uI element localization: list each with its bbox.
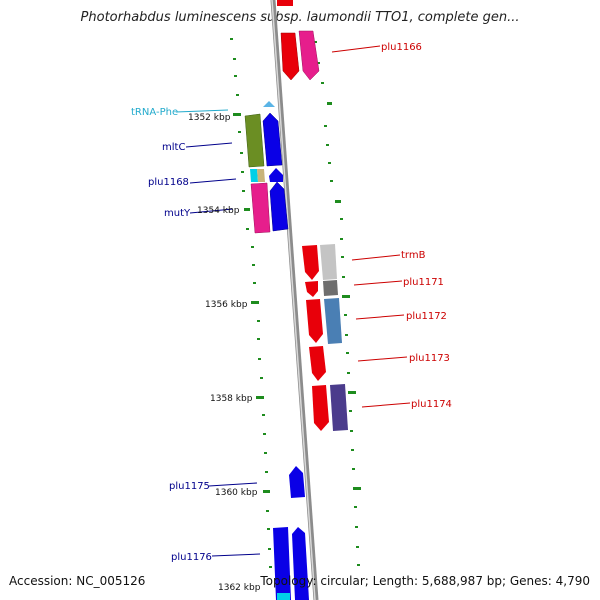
tick-1352: 1352 kbp	[188, 113, 231, 123]
tick-1358: 1358 kbp	[210, 394, 253, 404]
gene-plu1173	[309, 346, 326, 381]
tick-1356: 1356 kbp	[205, 300, 248, 310]
label-plu1175[interactable]: plu1175	[169, 481, 210, 492]
gene-labels: plu1166 tRNA-Phe mltC plu1168 mutY trmB …	[131, 42, 452, 563]
tick-1354: 1354 kbp	[197, 206, 240, 216]
gene-blue-3	[269, 181, 289, 232]
gene-trna-phe	[263, 101, 275, 107]
gene-plu1176-a	[273, 527, 291, 600]
gene-plu1172-red	[306, 299, 323, 343]
accession-text: Accession: NC_005126	[9, 574, 146, 588]
label-muty[interactable]: mutY	[164, 208, 191, 219]
gene-blue-2	[269, 168, 283, 182]
gene-plu1168-tan	[257, 169, 265, 182]
gene-plu1166-magenta	[298, 30, 320, 81]
gene-plu1172-steel	[324, 298, 342, 344]
label-trmb[interactable]: trmB	[401, 250, 426, 261]
label-plu1174[interactable]: plu1174	[411, 399, 452, 410]
genome-backbone	[270, 0, 319, 600]
tick-labels: 1352 kbp 1354 kbp 1356 kbp 1358 kbp 1360…	[188, 113, 261, 593]
tick-1362: 1362 kbp	[218, 583, 261, 593]
label-plu1168[interactable]: plu1168	[148, 177, 189, 188]
tick-1360: 1360 kbp	[215, 488, 258, 498]
gene-plu1174-slate	[330, 384, 348, 431]
label-mltc[interactable]: mltC	[162, 142, 185, 153]
topology-text: Topology: circular; Length: 5,688,987 bp…	[260, 574, 590, 588]
gene-plu1171-gray	[323, 280, 338, 296]
label-plu1172[interactable]: plu1172	[406, 311, 447, 322]
gene-plu1175	[289, 466, 305, 498]
gene-features	[244, 0, 348, 600]
label-plu1171[interactable]: plu1171	[403, 277, 444, 288]
gene-trmb-gray	[320, 244, 337, 280]
label-plu1176[interactable]: plu1176	[171, 552, 212, 563]
gene-plu1171-red	[305, 281, 318, 297]
gene-trmb-red	[302, 245, 319, 280]
label-plu1166[interactable]: plu1166	[381, 42, 422, 53]
label-plu1173[interactable]: plu1173	[409, 353, 450, 364]
map-title: Photorhabdus luminescens subsp. laumondi…	[80, 10, 520, 25]
backbone-line	[270, 0, 319, 600]
leader-lines	[175, 45, 411, 557]
gene-bottom-cyan	[277, 593, 290, 600]
gc-marks	[230, 38, 361, 568]
gene-plu1166-red	[280, 32, 300, 81]
label-trna-phe[interactable]: tRNA-Phe	[131, 107, 178, 118]
gene-plu1174-red	[312, 385, 329, 431]
gene-plu1176-b	[292, 527, 309, 600]
gene-muty	[250, 182, 271, 234]
gene-top-partial	[277, 0, 293, 6]
gene-plu1168-cyan	[250, 169, 258, 182]
gene-blue-1	[262, 112, 283, 167]
backbone-highlight	[271, 0, 316, 600]
gene-mltc	[244, 113, 265, 168]
